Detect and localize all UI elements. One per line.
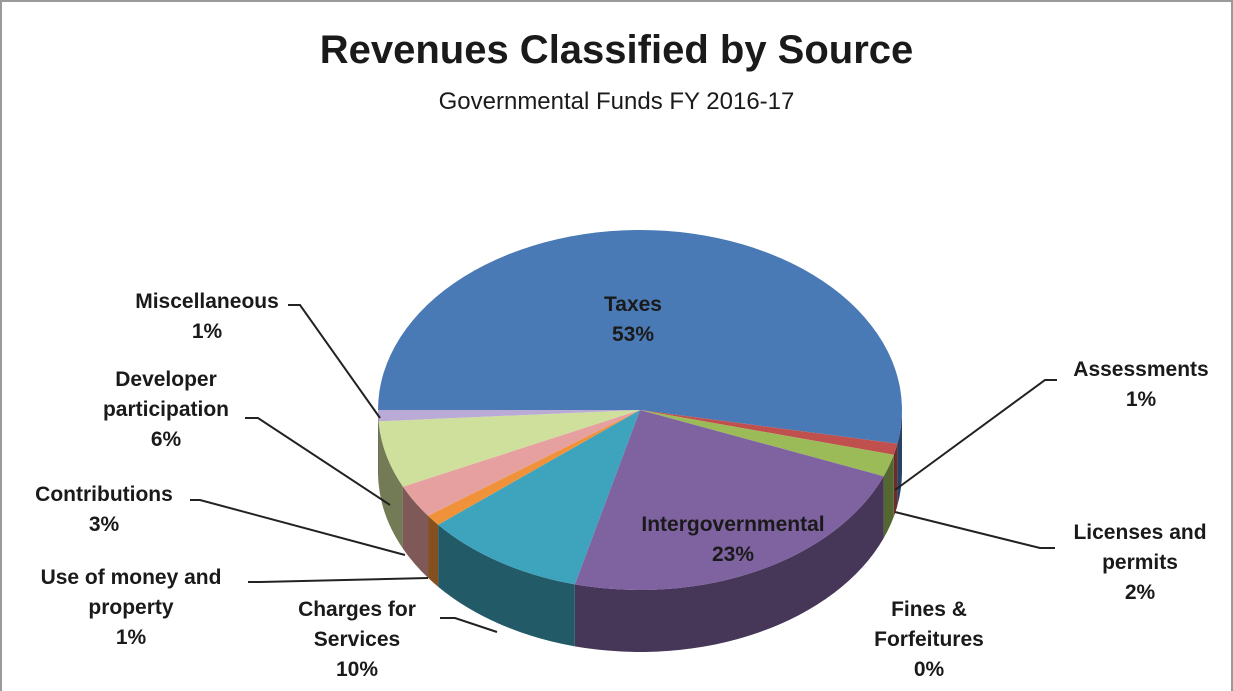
chart-subtitle: Governmental Funds FY 2016-17	[438, 88, 795, 115]
slice-label: Contributions 3%	[14, 480, 194, 540]
pie-slice-side	[378, 421, 403, 549]
slice-label: Taxes 53%	[553, 290, 713, 350]
slice-label: Intergovernmental 23%	[613, 510, 853, 570]
value-label: 2%	[1124, 581, 1156, 604]
pie-slice-side	[574, 476, 884, 652]
pie-slice	[378, 410, 640, 487]
pie	[377, 229, 902, 652]
slice-label: Developer participation 6%	[81, 365, 251, 455]
value-label: 1%	[115, 626, 147, 649]
value-label: 6%	[150, 428, 182, 451]
slice-label: Licenses and permits 2%	[1050, 518, 1230, 608]
value-label: 53%	[611, 323, 655, 346]
pie-slice-side	[402, 486, 429, 578]
category-label: Miscellaneous	[135, 290, 279, 313]
leader-line	[440, 617, 498, 633]
leader-line	[894, 511, 1055, 549]
pie-slice-side	[378, 410, 379, 484]
category-label: Charges for Services	[298, 598, 416, 651]
category-label: Developer participation	[102, 368, 229, 421]
pie-slice	[438, 410, 640, 585]
pie-slice-side	[897, 410, 902, 506]
leader-line	[190, 499, 406, 556]
value-label: 10%	[335, 658, 379, 681]
slice-label: Assessments 1%	[1051, 355, 1231, 415]
pie-slice-side	[428, 515, 439, 587]
leader-line	[248, 577, 429, 583]
slice-label: Fines & Forfeitures 0%	[849, 595, 1009, 685]
slice-label: Charges for Services 10%	[277, 595, 437, 685]
pie-slice	[377, 229, 902, 444]
category-label: Taxes	[604, 293, 662, 316]
category-label: Intergovernmental	[641, 513, 825, 536]
leader-line	[245, 417, 391, 506]
pie-slice	[574, 410, 884, 590]
value-label: 0%	[913, 658, 945, 681]
chart-title: Revenues Classified by Source	[319, 28, 914, 72]
pie-slice	[428, 410, 640, 525]
pie-slice	[378, 410, 640, 422]
pie-slice	[402, 410, 640, 516]
value-label: 1%	[1125, 388, 1157, 411]
leader-line	[894, 379, 1057, 491]
pie-slice	[640, 410, 898, 455]
pie-slice-side	[893, 443, 898, 517]
category-label: Licenses and permits	[1073, 521, 1207, 574]
slice-label: Use of money and property 1%	[6, 563, 256, 653]
category-label: Use of money and property	[40, 566, 222, 619]
value-label: 23%	[711, 543, 755, 566]
value-label: 3%	[88, 513, 120, 536]
pie-slice	[640, 410, 894, 477]
slice-label: Miscellaneous 1%	[117, 287, 297, 347]
category-label: Assessments	[1073, 358, 1209, 381]
value-label: 1%	[191, 320, 223, 343]
category-label: Fines & Forfeitures	[874, 598, 984, 651]
pie-slice-side	[438, 524, 575, 647]
pie-slice-side	[883, 454, 894, 539]
leader-line	[288, 304, 381, 419]
leader-lines	[190, 304, 1057, 633]
category-label: Contributions	[35, 483, 173, 506]
